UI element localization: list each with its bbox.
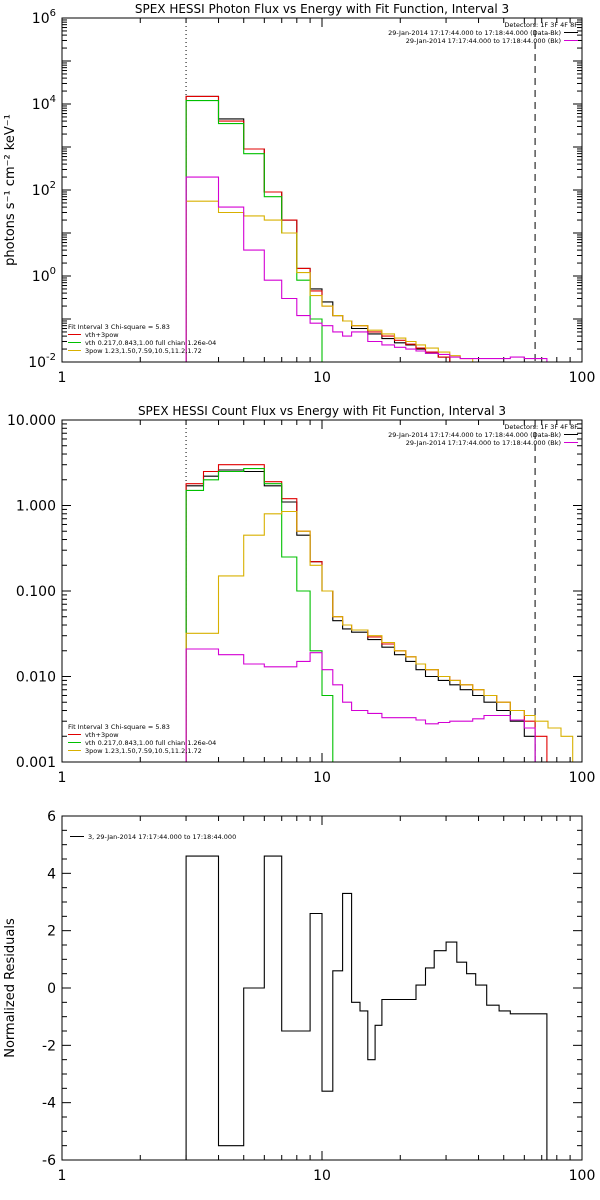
y-tick-label: 10.000 (7, 413, 56, 429)
y-tick-label: 104 (32, 94, 56, 113)
x-tick-label: 1 (58, 770, 67, 786)
y-tick-label: 10-2 (28, 352, 56, 371)
chart-panel-2: SPEX HESSI Count Flux vs Energy with Fit… (7, 404, 595, 786)
x-tick-label: 100 (569, 370, 596, 386)
legend-entry: 29-Jan-2014 17:17:44.000 to 17:18:44.000… (388, 431, 561, 439)
legend-entry: 3pow 1.23,1.50,7.59,10.5,11.2,1.72 (85, 347, 202, 355)
y-axis-label: Normalized Residuals (3, 918, 18, 1058)
y-tick-label: -6 (42, 1153, 56, 1169)
legend-fit-header: Fit Interval 3 Chi-square = 5.83 (68, 323, 170, 331)
y-tick-label: -4 (42, 1096, 56, 1112)
legend-detectors: Detectors: 1F 3F 4F 8F (504, 423, 578, 431)
y-tick-label: 6 (47, 809, 56, 825)
y-tick-label: 0.001 (16, 755, 56, 771)
y-tick-label: 0.010 (16, 670, 56, 686)
legend-detectors: Detectors: 1F 3F 4F 8F (504, 21, 578, 29)
series-line-2 (185, 95, 547, 363)
plot-frame (61, 815, 583, 1161)
legend-entry: vth+3pow (85, 731, 119, 739)
legend-entry: vth 0.217,0.843,1.00 full chian 1.26e-04 (85, 339, 216, 347)
series-line-2 (185, 464, 548, 762)
y-tick-label: 0.100 (16, 584, 56, 600)
x-tick-label: 10 (313, 770, 331, 786)
y-tick-label: 106 (32, 8, 56, 27)
legend-fit-header: Fit Interval 3 Chi-square = 5.83 (68, 723, 170, 731)
series-line-5 (185, 176, 548, 362)
x-tick-label: 10 (313, 1168, 331, 1184)
series-line-3 (185, 468, 345, 763)
legend-entry: vth 0.217,0.843,1.00 full chian 1.26e-04 (85, 739, 216, 747)
y-axis-label: photons s⁻¹ cm⁻² keV⁻¹ (3, 114, 18, 266)
legend-entry: 29-Jan-2014 17:17:44.000 to 17:18:44.000… (388, 29, 561, 37)
series-line-1 (185, 95, 547, 363)
legend-entry: 3, 29-Jan-2014 17:17:44.000 to 17:18:44.… (88, 833, 236, 841)
chart-title: SPEX HESSI Count Flux vs Energy with Fit… (138, 404, 506, 418)
x-tick-label: 100 (569, 770, 596, 786)
chart-panel-3: Normalized Residuals 1 10 100 -6 -4 -2 0 2 4 6 3, 2… (3, 809, 595, 1184)
y-tick-label: 100 (32, 266, 56, 285)
legend-entry: 29-Jan-2014 17:17:44.000 to 17:18:44.000… (406, 37, 561, 45)
x-tick-label: 1 (58, 1168, 67, 1184)
chart-title: SPEX HESSI Photon Flux vs Energy with Fi… (135, 2, 509, 16)
x-tick-label: 10 (313, 370, 331, 386)
legend-entry: vth+3pow (85, 331, 119, 339)
y-tick-label: 2 (47, 924, 56, 940)
series-line-4 (185, 200, 573, 363)
x-tick-label: 100 (569, 1168, 596, 1184)
plot-frame (61, 17, 583, 363)
series-line-1 (185, 855, 548, 1160)
series-line-4 (185, 510, 574, 762)
legend-entry: 3pow 1.23,1.50,7.59,10.5,11.2,1.72 (85, 747, 202, 755)
y-tick-label: 4 (47, 866, 56, 882)
plot-frame (61, 419, 583, 763)
y-tick-label: -2 (42, 1038, 56, 1054)
y-tick-label: 102 (32, 180, 56, 199)
chart-panel-1: SPEX HESSI Photon Flux vs Energy with Fi… (3, 2, 595, 386)
x-tick-label: 1 (58, 370, 67, 386)
y-tick-label: 1.000 (16, 499, 56, 515)
series-line-5 (185, 648, 547, 763)
y-tick-label: 0 (47, 981, 56, 997)
series-line-3 (185, 100, 334, 363)
legend-entry: 29-Jan-2014 17:17:44.000 to 17:18:44.000… (406, 439, 561, 447)
series-line-1 (185, 469, 547, 763)
